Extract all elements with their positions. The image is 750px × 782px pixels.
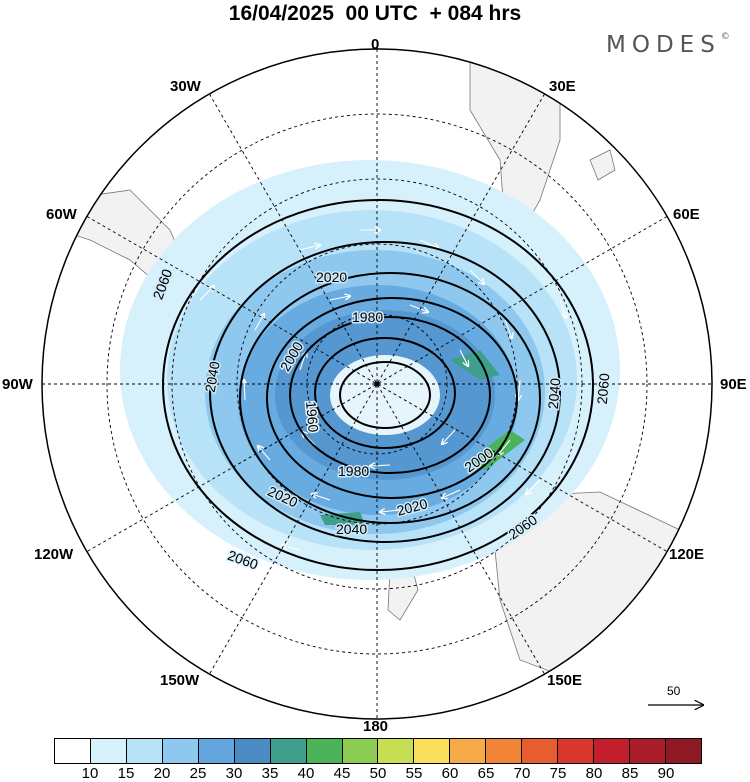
colorbar <box>54 738 702 764</box>
pole-marker <box>374 381 380 387</box>
lon-label-60e: 60E <box>673 206 700 223</box>
colorbar-tick-label: 70 <box>513 765 531 782</box>
colorbar-box <box>450 739 487 763</box>
colorbar-tick-label: 60 <box>441 765 459 782</box>
colorbar-box <box>306 739 343 763</box>
contour-2000 <box>266 297 518 499</box>
colorbar-tick-label: 35 <box>261 765 279 782</box>
lon-label-30w: 30W <box>170 78 201 95</box>
colorbar-tick-label: 75 <box>549 765 567 782</box>
colorbar-box <box>665 739 701 763</box>
lon-label-30e: 30E <box>549 78 576 95</box>
colorbar-tick-label: 90 <box>657 765 675 782</box>
colorbar-tick-label: 50 <box>369 765 387 782</box>
lon-label-150w: 150W <box>160 672 200 689</box>
jet-streak-green-3 <box>320 512 365 525</box>
colorbar-box <box>198 739 235 763</box>
colorbar-box <box>378 739 415 763</box>
colorbar-tick-label: 45 <box>333 765 351 782</box>
lon-label-120e: 120E <box>669 546 705 563</box>
lon-label-120w: 120W <box>34 546 74 563</box>
colorbar-box <box>234 739 271 763</box>
colorbar-box <box>486 739 523 763</box>
map-border <box>41 48 713 720</box>
colorbar-box <box>630 739 666 763</box>
colorbar-tick-label: 25 <box>189 765 207 782</box>
colorbar-box <box>55 739 91 763</box>
colorbar-box <box>594 739 630 763</box>
contour-2060 <box>162 199 594 571</box>
colorbar-tick-label: 20 <box>153 765 171 782</box>
contour-1960 <box>314 337 456 449</box>
contour-2040 <box>209 241 561 543</box>
colorbar-ticks: 10 15 20 25 30 35 40 45 50 55 60 65 70 75 80 85 90 <box>0 766 750 782</box>
contour-label: 2040 <box>336 521 367 537</box>
colorbar-box <box>162 739 199 763</box>
colorbar-box <box>342 739 379 763</box>
colorbar-tick-label: 10 <box>81 765 99 782</box>
colorbar-box <box>270 739 307 763</box>
colorbar-box <box>522 739 559 763</box>
colorbar-box <box>90 739 127 763</box>
colorbar-tick-label: 30 <box>225 765 243 782</box>
shade-core-calm <box>330 355 440 435</box>
contour-label: 1980 <box>352 309 383 325</box>
height-contours <box>162 199 594 571</box>
brand-text: MODES <box>606 32 721 58</box>
colorbar-tick-label: 85 <box>621 765 639 782</box>
colorbar-tick-label: 80 <box>585 765 603 782</box>
lon-label-150e: 150E <box>547 672 583 689</box>
colorbar-tick-label: 15 <box>117 765 135 782</box>
lon-label-90w: 90W <box>2 376 33 393</box>
jet-streak-green-1 <box>450 350 500 380</box>
lon-label-180: 180 <box>363 718 389 735</box>
contour-1980 <box>289 316 491 474</box>
brand-mark: © <box>720 32 730 42</box>
colorbar-box <box>558 739 595 763</box>
scale-vector-label: 50 <box>667 684 681 698</box>
page-title: 16/04/2025 00 UTC + 084 hrs <box>228 2 522 25</box>
colorbar-box <box>414 739 451 763</box>
lon-label-90e: 90E <box>720 376 747 393</box>
contour-label: 1960 <box>303 401 322 434</box>
colorbar-box <box>126 739 163 763</box>
brand-logo: MODES© <box>606 32 730 58</box>
colorbar-tick-label: 65 <box>477 765 495 782</box>
contour-label: 1980 <box>338 463 369 479</box>
contour-1940 <box>339 361 431 429</box>
colorbar-tick-label: 40 <box>297 765 315 782</box>
colorbar-tick-label: 55 <box>405 765 423 782</box>
contour-label: 2060 <box>594 372 613 405</box>
wind-vectors <box>199 230 566 551</box>
madagascar-landmass <box>589 149 616 181</box>
graticule <box>42 49 712 719</box>
wind-speed-shading <box>120 160 620 580</box>
contour-label: 2020 <box>316 269 347 285</box>
lon-label-60w: 60W <box>46 206 77 223</box>
contour-label: 2040 <box>545 377 564 410</box>
lon-label-0: 0 <box>371 36 380 53</box>
